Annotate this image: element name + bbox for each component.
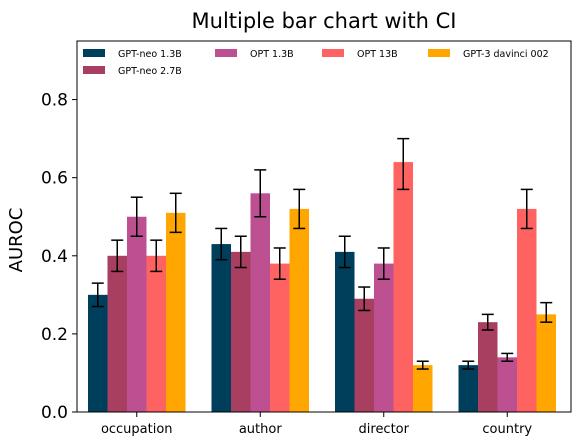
y-tick-label: 0.8 [41, 91, 68, 111]
bar [127, 216, 147, 412]
legend-swatch [215, 49, 237, 57]
y-axis-label: AUROC [6, 208, 27, 273]
legend-swatch [83, 49, 105, 57]
bar [497, 357, 517, 412]
bar [146, 255, 166, 412]
x-tick-label: author [239, 422, 282, 437]
y-tick-label: 0.2 [41, 325, 68, 345]
x-tick-label: country [482, 422, 532, 437]
plot-frame [76, 40, 572, 413]
y-tick-label: 0.4 [41, 247, 68, 267]
legend-label: GPT-neo 2.7B [118, 66, 182, 77]
bar [211, 244, 231, 412]
bar [231, 251, 251, 412]
bar [413, 365, 433, 412]
bar [270, 263, 290, 412]
legend-swatch [83, 66, 105, 74]
bar [335, 251, 355, 412]
plot-area: 0.0 0.2 0.4 0.6 0.8 occupation author director c… [41, 91, 556, 437]
y-tick-label: 0.0 [41, 403, 68, 423]
x-tick-label: occupation [101, 422, 173, 437]
bar [536, 314, 556, 412]
bar [458, 365, 478, 412]
x-tick-label: director [359, 422, 410, 437]
legend: GPT-neo 1.3B GPT-neo 2.7B OPT 1.3B OPT 13B G… [83, 49, 549, 77]
bar [88, 294, 108, 412]
bar [478, 322, 498, 412]
legend-label: GPT-3 davinci 002 [463, 49, 549, 60]
bar [166, 212, 186, 412]
bar [374, 263, 394, 412]
chart-title: Multiple bar chart with CI [192, 9, 457, 33]
legend-label: OPT 1.3B [250, 49, 294, 60]
legend-label: OPT 13B [357, 49, 398, 60]
bar [354, 298, 374, 412]
bar [517, 208, 537, 412]
legend-label: GPT-neo 1.3B [118, 49, 182, 60]
legend-swatch [428, 49, 450, 57]
bar [289, 208, 309, 412]
bar [107, 255, 127, 412]
y-tick-label: 0.6 [41, 169, 68, 189]
legend-swatch [322, 49, 344, 57]
bar [250, 193, 270, 412]
bar [393, 162, 413, 412]
